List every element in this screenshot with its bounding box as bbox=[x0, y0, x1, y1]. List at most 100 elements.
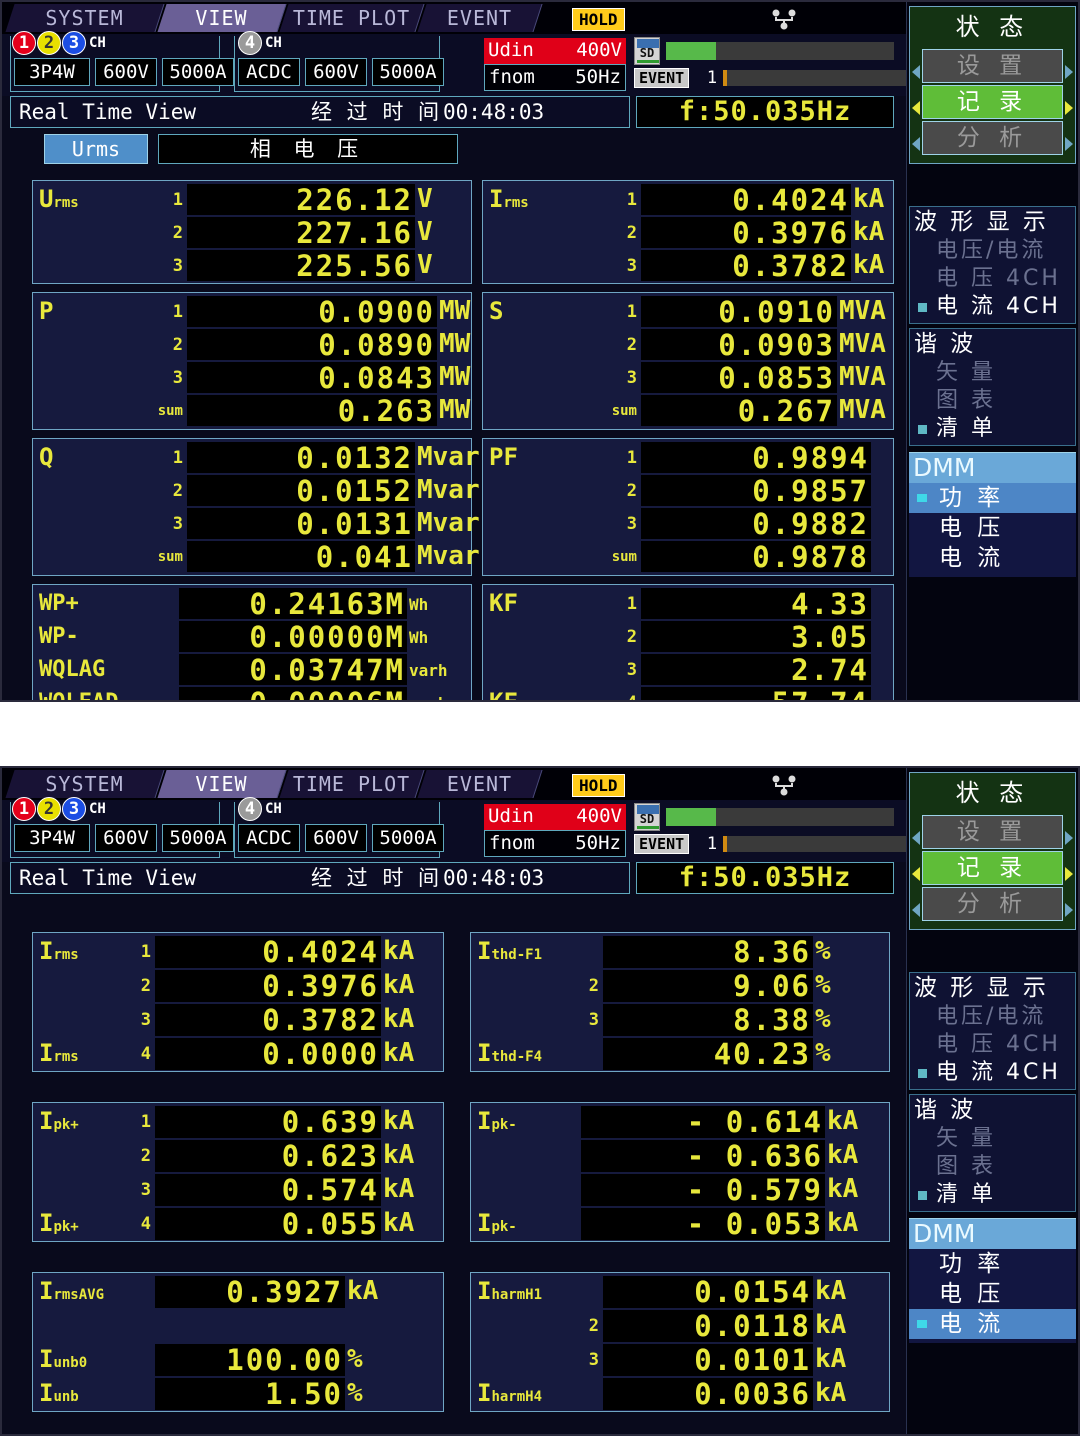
fnom-field[interactable]: fnom 50Hz bbox=[484, 830, 626, 857]
waveform-item-volt-4ch[interactable]: 电 压 4CH bbox=[936, 266, 1061, 291]
measurement-unit: V bbox=[417, 217, 433, 247]
ch4-current-range-field[interactable]: 5000A bbox=[372, 824, 444, 852]
status-button-analysis[interactable]: 分 析 bbox=[922, 887, 1063, 921]
tab-event[interactable]: EVENT bbox=[417, 4, 543, 32]
voltage-range-field[interactable]: 600V bbox=[95, 58, 157, 86]
measurement-unit: Wh bbox=[409, 595, 429, 614]
measurement-row: 3 225.56 V bbox=[33, 249, 471, 282]
measurement-unit: % bbox=[815, 970, 831, 1000]
voltage-range-field[interactable]: 600V bbox=[95, 824, 157, 852]
fnom-field[interactable]: fnom 50Hz bbox=[484, 64, 626, 91]
urms-block: Urms 1 226.12 V 2 227.16 V 3 225.56 V bbox=[32, 180, 472, 284]
ch4-coupling-field[interactable]: ACDC bbox=[238, 58, 300, 86]
waveform-menu-head: 波 形 显 示 bbox=[914, 209, 1049, 235]
measurement-value: 0.263 bbox=[187, 395, 437, 426]
measurement-label: PF bbox=[489, 443, 518, 471]
measurement-value: 0.03747M bbox=[179, 654, 407, 685]
dmm-item-voltage[interactable]: 电 压 bbox=[909, 1279, 1076, 1309]
tab-time-plot-label: TIME PLOT bbox=[292, 772, 411, 796]
status-button-record[interactable]: 记 录 bbox=[922, 85, 1063, 119]
elapsed-label: 经 过 时 间 bbox=[311, 866, 444, 890]
channel-index: 1 bbox=[626, 190, 637, 210]
dmm-menu: 功 率 电 压 电 流 bbox=[909, 483, 1076, 577]
selected-marker-icon bbox=[918, 303, 927, 312]
tab-system[interactable]: SYSTEM bbox=[5, 770, 165, 798]
dmm-item-voltage[interactable]: 电 压 bbox=[909, 513, 1076, 543]
harmonic-item-graph[interactable]: 图 表 bbox=[936, 388, 996, 413]
ch4-voltage-range-field[interactable]: 600V bbox=[305, 824, 367, 852]
status-button-analysis[interactable]: 分 析 bbox=[922, 121, 1063, 155]
channel-index: 1 bbox=[172, 190, 183, 210]
ch4-voltage-range-field[interactable]: 600V bbox=[305, 58, 367, 86]
ch4-coupling-field[interactable]: ACDC bbox=[238, 824, 300, 852]
measurement-row: 3 0.0843 MW bbox=[33, 361, 471, 394]
measurement-label: Ithd-F4 bbox=[477, 1039, 543, 1067]
measurement-row: 3 0.0853 MVA bbox=[483, 361, 893, 394]
measurement-value: 225.56 bbox=[187, 250, 415, 281]
measurement-unit: kA bbox=[853, 184, 885, 214]
tab-event[interactable]: EVENT bbox=[417, 770, 543, 798]
wiring-field[interactable]: 3P4W bbox=[14, 824, 90, 852]
status-button-settings[interactable]: 设 置 bbox=[922, 815, 1063, 849]
measurement-value: 0.0154 bbox=[603, 1276, 813, 1308]
measurement-label: WQLEAD bbox=[39, 686, 118, 700]
current-range-field[interactable]: 5000A bbox=[162, 58, 234, 86]
sd-card-icon: SD bbox=[634, 37, 660, 65]
waveform-item-volt-curr[interactable]: 电压/电流 bbox=[936, 238, 1047, 263]
channel-index: sum bbox=[157, 549, 183, 565]
harmonic-item-vector[interactable]: 矢 量 bbox=[936, 360, 996, 385]
power-factor-block: PF 1 0.9894 2 0.9857 3 0.9882 sum 0.9878 bbox=[482, 438, 894, 576]
current-range-field[interactable]: 5000A bbox=[162, 824, 234, 852]
harmonic-item-list[interactable]: 清 单 bbox=[910, 1181, 1075, 1209]
waveform-item-curr-4ch[interactable]: 电 流 4CH bbox=[910, 293, 1075, 321]
waveform-item-volt-curr[interactable]: 电压/电流 bbox=[936, 1004, 1047, 1029]
measurement-row: 3 0.0101 kA bbox=[471, 1343, 889, 1377]
waveform-item-volt-4ch[interactable]: 电 压 4CH bbox=[936, 1032, 1061, 1057]
measurement-value: 8.36 bbox=[603, 936, 813, 968]
harmonic-item-list[interactable]: 清 单 bbox=[910, 415, 1075, 443]
measurement-unit: MVA bbox=[839, 329, 886, 359]
measurement-row: Ipk+ 4 0.055 kA bbox=[33, 1207, 443, 1241]
udin-field[interactable]: Udin 400V bbox=[484, 38, 626, 64]
measurement-unit: % bbox=[347, 1344, 363, 1374]
measurement-value: 0.0843 bbox=[187, 362, 437, 393]
lan-network-icon bbox=[772, 775, 796, 796]
channel-index: 3 bbox=[626, 256, 637, 276]
channel-123-ch-label: CH bbox=[89, 801, 106, 817]
event-badge: EVENT bbox=[634, 68, 690, 88]
waveform-menu-head: 波 形 显 示 bbox=[914, 975, 1049, 1001]
measurement-value: 0.574 bbox=[155, 1174, 381, 1206]
waveform-item-curr-4ch[interactable]: 电 流 4CH bbox=[910, 1059, 1075, 1087]
measurement-row: WQLAG 0.03747M varh bbox=[33, 653, 471, 686]
udin-field[interactable]: Udin 400V bbox=[484, 804, 626, 830]
channel-index: 2 bbox=[588, 976, 599, 996]
tab-time-plot[interactable]: TIME PLOT bbox=[279, 770, 425, 798]
status-button-record[interactable]: 记 录 bbox=[922, 851, 1063, 885]
ithd-block: Ithd-F1 8.36% 2 9.06% 3 8.38% Ithd-F4 40.23% bbox=[470, 932, 890, 1072]
measurement-value: 0.9894 bbox=[641, 442, 871, 473]
wiring-field[interactable]: 3P4W bbox=[14, 58, 90, 86]
measurement-value: - 0.579 bbox=[581, 1174, 825, 1206]
tab-view[interactable]: VIEW bbox=[157, 4, 287, 32]
dmm-item-power[interactable]: 功 率 bbox=[909, 483, 1076, 513]
channel-dot-1: 1 bbox=[12, 797, 36, 821]
harmonic-item-graph[interactable]: 图 表 bbox=[936, 1154, 996, 1179]
status-button-settings[interactable]: 设 置 bbox=[922, 49, 1063, 83]
measurement-row: 2 0.0118 kA bbox=[471, 1309, 889, 1343]
channel-index: 1 bbox=[626, 448, 637, 468]
ch4-current-range-field[interactable]: 5000A bbox=[372, 58, 444, 86]
tab-view[interactable]: VIEW bbox=[157, 770, 287, 798]
dmm-item-current[interactable]: 电 流 bbox=[909, 543, 1076, 573]
measurement-tab-chip[interactable]: Urms bbox=[44, 134, 148, 164]
measurement-value: 0.041 bbox=[187, 541, 415, 572]
waveform-item-curr-4ch-label: 电 流 4CH bbox=[936, 1060, 1061, 1085]
tab-system-label: SYSTEM bbox=[45, 6, 124, 30]
measurement-title: 相 电 压 bbox=[158, 134, 458, 164]
tab-time-plot[interactable]: TIME PLOT bbox=[279, 4, 425, 32]
tab-bar: SYSTEM VIEW TIME PLOT EVENT HOLD bbox=[2, 2, 1078, 34]
dmm-item-power[interactable]: 功 率 bbox=[909, 1249, 1076, 1279]
dmm-item-current[interactable]: 电 流 bbox=[909, 1309, 1076, 1339]
harmonic-item-vector[interactable]: 矢 量 bbox=[936, 1126, 996, 1151]
tab-system[interactable]: SYSTEM bbox=[5, 4, 165, 32]
